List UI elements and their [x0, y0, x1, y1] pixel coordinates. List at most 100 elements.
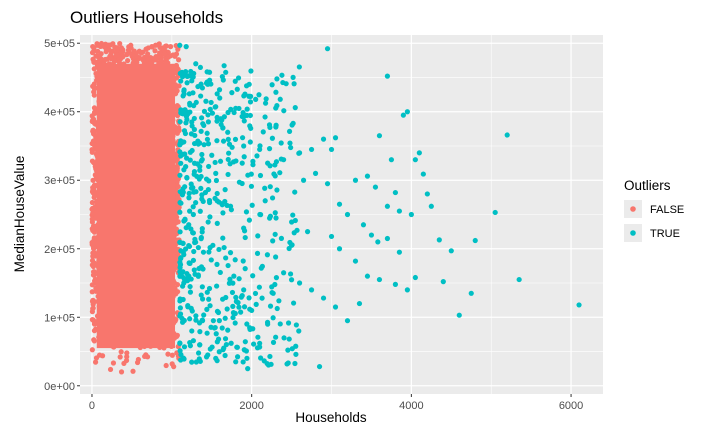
point-true [248, 183, 255, 189]
chart-title: Outliers Households [70, 8, 223, 27]
point-true [191, 171, 197, 177]
point-true [516, 276, 522, 283]
point-true [576, 302, 582, 308]
point-true [193, 200, 199, 206]
point-true [201, 108, 208, 114]
point-true [204, 130, 210, 136]
point-true [236, 304, 242, 310]
point-true [232, 136, 239, 142]
point-true [320, 295, 327, 301]
point-true [287, 140, 293, 146]
point-false [123, 357, 130, 364]
point-true [274, 187, 280, 193]
point-true [199, 284, 205, 290]
point-false [124, 350, 130, 356]
point-true [241, 347, 247, 353]
point-true [213, 355, 219, 361]
point-true [235, 300, 241, 306]
point-true [225, 171, 231, 178]
point-true [404, 109, 410, 115]
point-true [286, 336, 292, 342]
point-true [234, 344, 240, 350]
point-true [214, 190, 220, 197]
point-true [239, 160, 245, 166]
point-true [184, 175, 190, 181]
point-true [271, 171, 277, 177]
point-true [239, 135, 246, 141]
point-true [273, 254, 279, 260]
point-true [181, 252, 187, 258]
point-true [268, 361, 274, 367]
point-false [173, 256, 179, 263]
point-false [141, 58, 147, 64]
point-true [206, 197, 213, 204]
point-true [230, 309, 237, 316]
point-true [400, 112, 406, 118]
point-false [93, 355, 100, 361]
y-tick-label: 4e+05 [44, 107, 75, 119]
point-true [222, 336, 229, 342]
point-true [219, 325, 225, 331]
point-true [223, 294, 229, 301]
point-true [214, 220, 220, 226]
point-true [198, 128, 204, 134]
point-true [208, 99, 214, 106]
point-true [264, 252, 270, 258]
point-true [220, 138, 227, 144]
point-true [273, 122, 279, 128]
point-true [267, 184, 273, 190]
point-true [213, 331, 219, 337]
point-true [241, 118, 247, 124]
point-true [296, 280, 303, 286]
point-true [177, 42, 183, 48]
legend-label-false: FALSE [650, 204, 684, 216]
point-true [224, 306, 230, 312]
point-true [240, 359, 246, 365]
legend: Outliers FALSE TRUE [624, 178, 684, 242]
point-true [360, 222, 367, 228]
point-true [177, 229, 183, 235]
point-true [200, 296, 206, 302]
point-true [287, 271, 294, 277]
point-false [99, 43, 105, 49]
point-false [118, 45, 124, 51]
point-true [191, 103, 197, 109]
point-false [92, 205, 98, 211]
point-true [186, 273, 192, 279]
point-true [396, 208, 402, 214]
point-true [178, 78, 184, 84]
point-false [135, 356, 142, 363]
point-true [245, 366, 251, 372]
point-true [187, 208, 193, 214]
point-true [412, 274, 418, 281]
point-false [90, 177, 96, 183]
point-true [253, 301, 259, 307]
point-false [91, 269, 97, 275]
point-true [264, 360, 270, 367]
point-true [228, 340, 234, 346]
point-true [214, 339, 220, 345]
point-true [230, 314, 236, 321]
point-true [214, 114, 220, 121]
legend-swatch-false [630, 206, 636, 212]
point-true [277, 96, 283, 102]
point-true [281, 108, 287, 114]
point-false [91, 45, 97, 51]
point-false [105, 42, 111, 48]
point-true [296, 328, 302, 334]
point-true [281, 157, 287, 163]
point-true [226, 280, 232, 286]
point-true [226, 150, 232, 156]
point-true [197, 342, 203, 348]
y-tick-label: 2e+05 [44, 244, 75, 256]
point-false [163, 362, 169, 369]
point-true [246, 81, 252, 87]
point-true [207, 303, 213, 309]
point-true [265, 321, 271, 327]
point-true [200, 249, 207, 255]
point-true [233, 294, 239, 301]
point-true [193, 239, 199, 245]
point-true [200, 266, 206, 272]
point-true [225, 129, 231, 135]
